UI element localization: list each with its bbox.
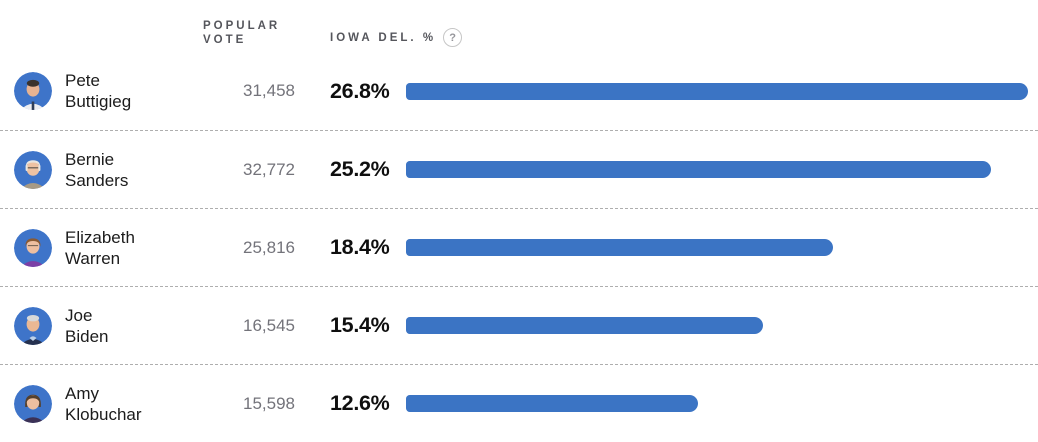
delegate-bar xyxy=(406,82,1028,100)
delegate-bar-track xyxy=(406,161,1028,178)
delegate-bar xyxy=(406,395,699,412)
avatar-elizabeth-warren xyxy=(14,228,52,267)
candidate-row-klobuchar: Amy Klobuchar 15,598 12.6% xyxy=(0,364,1038,442)
iowa-del-pct-value: 26.8% xyxy=(330,78,390,103)
candidate-row-biden: Joe Biden 16,545 15.4% xyxy=(0,286,1038,364)
candidate-row-warren: Elizabeth Warren 25,816 18.4% xyxy=(0,208,1038,286)
iowa-del-column-header: IOWA DEL. % ? xyxy=(330,28,463,47)
delegate-bar-track xyxy=(406,82,1028,100)
iowa-caucus-results-table: POPULAR VOTE IOWA DEL. % ? Pete Buttigie… xyxy=(0,0,1038,424)
delegate-bar-track xyxy=(406,239,1028,256)
delegate-bar xyxy=(406,161,991,178)
popular-vote-value: 16,545 xyxy=(243,315,295,335)
help-tooltip-icon[interactable]: ? xyxy=(443,28,463,47)
iowa-del-pct-value: 18.4% xyxy=(330,235,390,259)
popular-vote-value: 15,598 xyxy=(243,393,295,413)
delegate-bar-track xyxy=(406,395,1028,412)
candidate-row-buttigieg: Pete Buttigieg 31,458 26.8% xyxy=(0,52,1038,130)
avatar-bernie-sanders xyxy=(14,150,52,189)
candidate-name: Bernie Sanders xyxy=(65,149,129,190)
popular-vote-value: 25,816 xyxy=(243,237,295,257)
iowa-del-pct-value: 15.4% xyxy=(330,313,390,337)
avatar-joe-biden xyxy=(14,306,52,345)
popular-vote-column-header: POPULAR VOTE xyxy=(203,20,281,46)
delegate-bar xyxy=(406,239,834,256)
delegate-bar-track xyxy=(406,317,1028,334)
iowa-del-column-header-label: IOWA DEL. % xyxy=(330,31,437,44)
avatar-pete-buttigieg xyxy=(14,72,52,110)
candidate-row-sanders: Bernie Sanders 32,772 25.2% xyxy=(0,130,1038,208)
delegate-bar xyxy=(406,317,764,334)
popular-vote-value: 32,772 xyxy=(243,159,295,179)
candidate-name: Joe Biden xyxy=(65,305,109,346)
candidate-name: Amy Klobuchar xyxy=(65,383,142,424)
candidate-name: Pete Buttigieg xyxy=(65,71,132,111)
iowa-del-pct-value: 12.6% xyxy=(330,391,390,415)
candidate-name: Elizabeth Warren xyxy=(65,227,135,268)
table-header: POPULAR VOTE IOWA DEL. % ? xyxy=(0,0,1038,52)
popular-vote-value: 31,458 xyxy=(243,81,295,100)
avatar-amy-klobuchar xyxy=(14,384,52,423)
iowa-del-pct-value: 25.2% xyxy=(330,157,390,181)
